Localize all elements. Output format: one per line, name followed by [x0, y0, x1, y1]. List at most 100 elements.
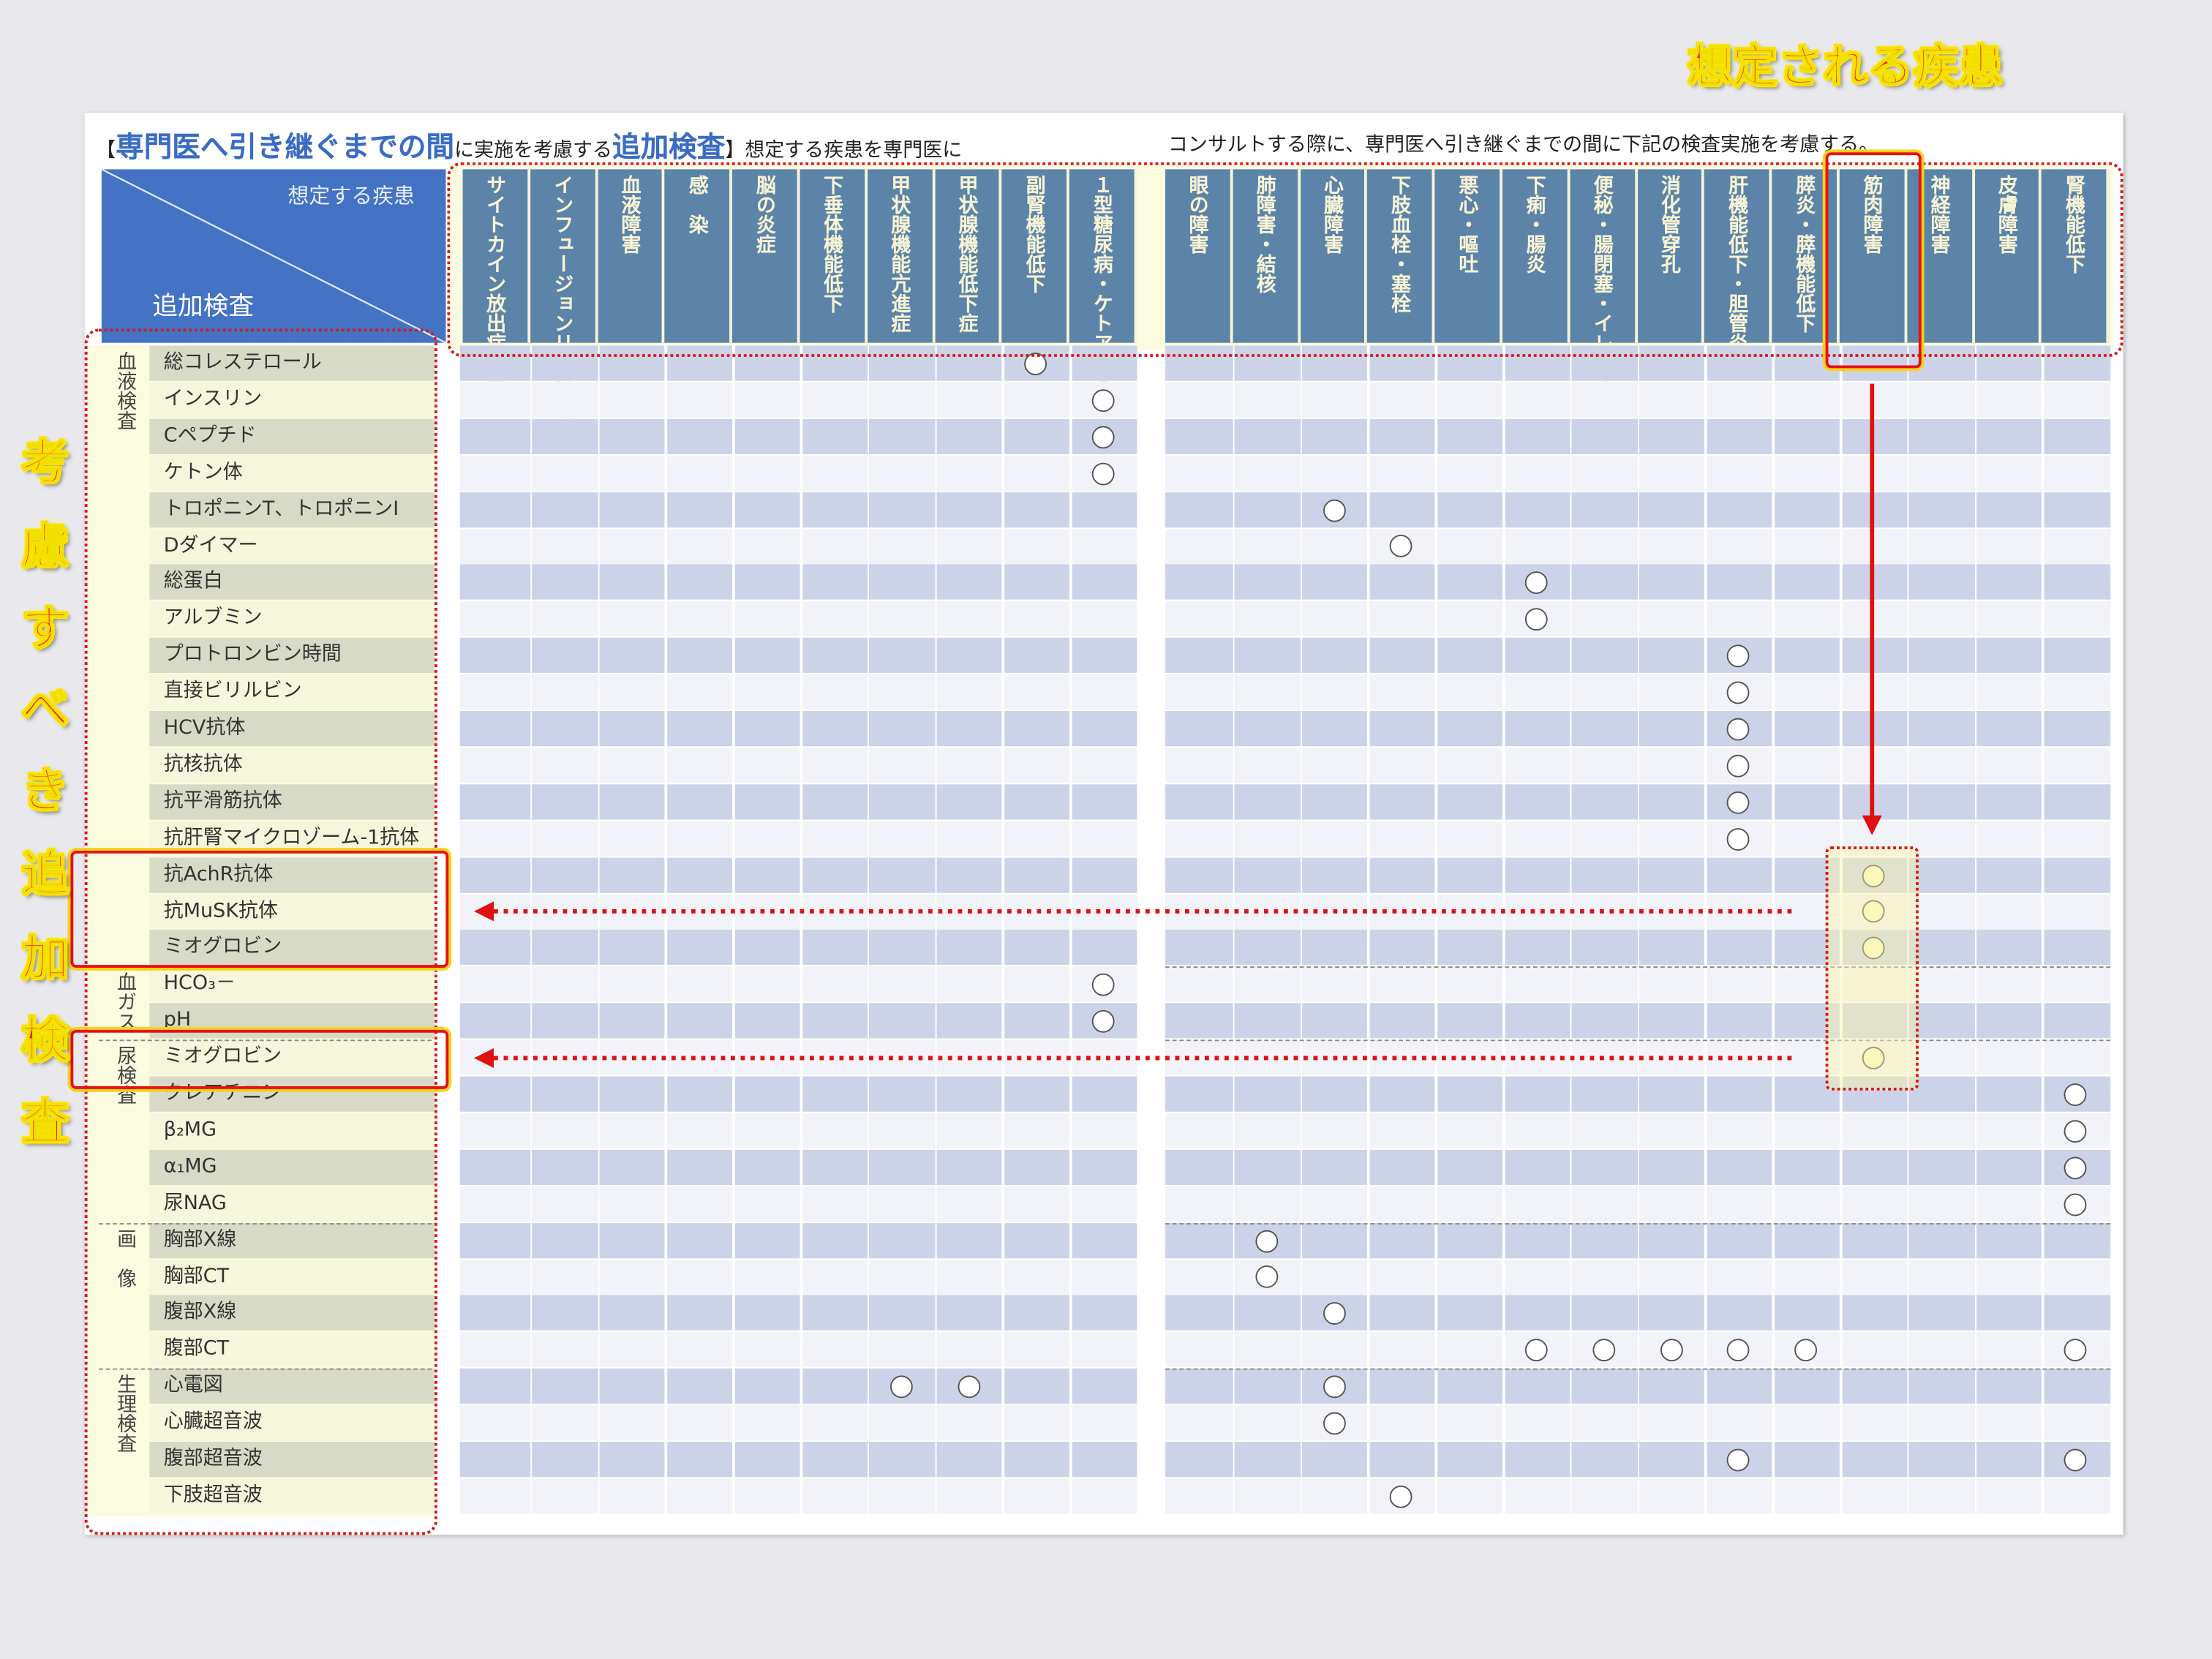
- exam-row-label: 胸部CT: [149, 1259, 435, 1295]
- exam-group-label: 尿検査: [114, 1045, 138, 1105]
- disease-header-highlight: [447, 162, 2123, 357]
- table-row: [459, 528, 1137, 564]
- exam-row-label: α₁MG: [149, 1149, 435, 1185]
- table-row: [459, 601, 1137, 637]
- disease-column-label: 膵機能低下: [1793, 234, 1816, 334]
- disease-column-label: 血液障害: [618, 175, 642, 255]
- title-emphasis-2: 追加検査: [612, 129, 726, 164]
- disease-column-label: 便秘・腸閉塞・: [1590, 175, 1614, 314]
- exam-annotation-char: き: [20, 762, 70, 820]
- disease-column-header: 甲状腺機能 亢進症: [867, 169, 935, 343]
- circle-mark-icon: [1390, 1485, 1413, 1508]
- circle-mark-icon: [1727, 1448, 1750, 1472]
- table-row: [459, 1039, 1137, 1075]
- table-row: [459, 747, 1137, 783]
- disease-column-label: 亢進症: [888, 274, 911, 334]
- circle-mark-icon: [2064, 1448, 2087, 1472]
- group-separator: [1165, 1039, 2111, 1042]
- exam-row-label: β₂MG: [149, 1113, 435, 1148]
- title-emphasis-1: 専門医へ引き継ぐまでの間: [116, 129, 455, 164]
- title-bracket-close: 】: [725, 139, 745, 162]
- disease-column-label: 甲状腺機能: [955, 175, 979, 274]
- exam-row-label: Cペプチド: [149, 418, 435, 454]
- disease-column-label: 筋肉障害: [1860, 175, 1884, 255]
- disease-column-label: 感 染: [685, 175, 709, 235]
- exam-row-label: クレアチニン: [149, 1076, 435, 1112]
- circle-mark-icon: [1091, 1010, 1115, 1034]
- table-row: [459, 930, 1137, 966]
- down-arrow-icon: [1862, 383, 1882, 835]
- disease-column-header: 肝機能低下・ 胆管炎: [1704, 169, 1772, 353]
- exam-row-label: Dダイマー: [149, 528, 435, 564]
- table-row: [459, 820, 1137, 857]
- column-divider: [800, 345, 802, 1515]
- circle-mark-icon: [1862, 900, 1885, 924]
- disease-column-label: 下痢・腸炎: [1523, 175, 1546, 274]
- circle-mark-icon: [1091, 974, 1115, 997]
- circle-mark-icon: [1727, 791, 1750, 814]
- disease-column-header: 心臓障害: [1300, 169, 1368, 343]
- table-row: [459, 565, 1137, 601]
- column-divider: [1002, 345, 1004, 1515]
- corner-header: 想定する疾患 追加検査: [101, 169, 446, 343]
- exam-row-label: 抗AchR抗体: [149, 857, 435, 893]
- exam-row-label: 腹部超音波: [149, 1442, 435, 1478]
- exam-annotation-char: 検: [20, 1012, 70, 1070]
- title-line-2: コンサルトする際に、専門医へ引き継ぐまでの間に下記の検査実施を考慮する。: [1167, 134, 1879, 157]
- disease-column-label: 下垂体機能低下: [821, 175, 844, 314]
- exam-annotation-char: 追: [20, 846, 70, 903]
- disease-column-label: 甲状腺機能: [888, 175, 911, 274]
- circle-mark-icon: [1323, 498, 1345, 522]
- table-row: [459, 382, 1137, 418]
- diagonal-line-icon: [101, 169, 446, 343]
- column-divider: [1233, 345, 1235, 1515]
- title-text-2: に実施を考慮する: [454, 139, 613, 162]
- disease-column-label: 眼の障害: [1186, 175, 1209, 255]
- exam-row-label: 抗核抗体: [149, 747, 435, 783]
- table-row: [459, 1113, 1137, 1148]
- column-divider: [1367, 345, 1370, 1515]
- exam-row-label: ミオグロビン: [149, 930, 435, 966]
- disease-column-label: 副腎機能低下: [1023, 175, 1046, 294]
- disease-column-label: 胆管炎: [1726, 293, 1749, 353]
- circle-mark-icon: [1727, 681, 1750, 704]
- column-divider: [1637, 345, 1640, 1515]
- column-divider: [1069, 345, 1072, 1515]
- circle-mark-icon: [1091, 388, 1115, 412]
- disease-column-header: 下垂体機能低下: [800, 169, 868, 343]
- circle-mark-icon: [2064, 1120, 2087, 1143]
- column-divider: [1839, 345, 1842, 1515]
- corner-disease-label: 想定する疾患: [287, 183, 415, 209]
- table-row: [459, 1405, 1137, 1441]
- circle-mark-icon: [1862, 937, 1885, 960]
- disease-column-header: 消化管穿孔: [1637, 169, 1705, 343]
- column-divider: [1300, 345, 1303, 1515]
- circle-mark-icon: [2064, 1339, 2087, 1362]
- exam-group-label: 画 像: [114, 1228, 138, 1288]
- disease-column-header: 下痢・腸炎: [1502, 169, 1570, 343]
- table-row: [459, 1222, 1137, 1258]
- column-divider: [1704, 345, 1707, 1515]
- table-row: [459, 418, 1137, 454]
- disease-column-label: 悪心・嘔吐: [1456, 175, 1479, 274]
- disease-column-header: 神経障害: [1907, 169, 1975, 343]
- disease-column-label: 肺障害・結核: [1253, 175, 1276, 294]
- exam-group-label: 血液検査: [114, 351, 138, 431]
- table-row: [459, 893, 1137, 929]
- circle-mark-icon: [2064, 1083, 2087, 1106]
- urine-exam-row-highlight: [70, 1029, 449, 1089]
- disease-column-label: 神経障害: [1927, 175, 1951, 255]
- exam-row-label: HCV抗体: [149, 711, 435, 747]
- exam-annotation-char: す: [20, 601, 70, 658]
- circle-mark-icon: [1727, 754, 1750, 778]
- disease-column-header: 感 染: [665, 169, 733, 343]
- group-separator: [99, 1222, 432, 1224]
- table-row: [459, 1295, 1137, 1331]
- disease-column-header: 副腎機能低下: [1002, 169, 1070, 343]
- circle-mark-icon: [1862, 1047, 1885, 1069]
- title-text-4: 想定する疾患を専門医に: [745, 139, 963, 162]
- group-separator: [99, 1369, 432, 1371]
- disease-column-header: 下肢血栓・塞栓: [1367, 169, 1435, 343]
- exam-row-label: 抗肝腎マイクロゾーム-1抗体: [149, 820, 435, 857]
